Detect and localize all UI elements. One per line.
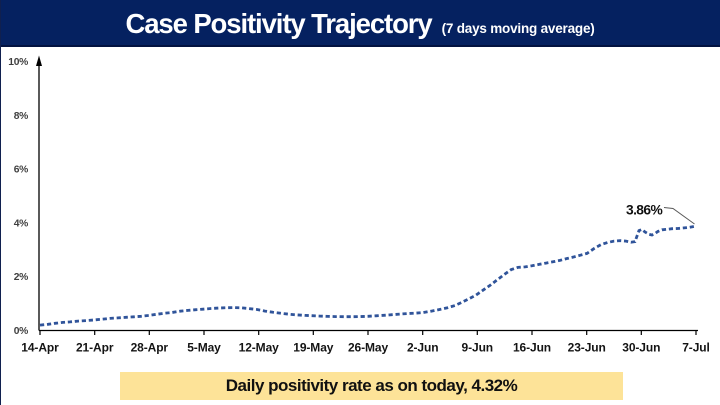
svg-text:23-Jun: 23-Jun xyxy=(568,341,606,355)
svg-text:12-May: 12-May xyxy=(239,341,280,355)
svg-text:21-Apr: 21-Apr xyxy=(76,341,114,355)
svg-text:14-Apr: 14-Apr xyxy=(21,341,59,355)
svg-text:30-Jun: 30-Jun xyxy=(622,341,660,355)
svg-text:3.86%: 3.86% xyxy=(626,203,662,218)
svg-text:2%: 2% xyxy=(14,272,28,283)
svg-text:26-May: 26-May xyxy=(348,341,389,355)
svg-text:7-Jul: 7-Jul xyxy=(682,341,710,355)
svg-text:4%: 4% xyxy=(14,218,28,229)
svg-text:8%: 8% xyxy=(14,111,28,122)
svg-text:2-Jun: 2-Jun xyxy=(407,341,439,355)
svg-text:9-Jun: 9-Jun xyxy=(462,341,494,355)
svg-text:28-Apr: 28-Apr xyxy=(131,341,169,355)
svg-text:16-Jun: 16-Jun xyxy=(513,341,551,355)
svg-text:6%: 6% xyxy=(14,165,28,176)
svg-text:10%: 10% xyxy=(8,57,28,68)
svg-text:0%: 0% xyxy=(14,326,28,337)
svg-text:19-May: 19-May xyxy=(293,341,334,355)
svg-text:5-May: 5-May xyxy=(187,341,221,355)
